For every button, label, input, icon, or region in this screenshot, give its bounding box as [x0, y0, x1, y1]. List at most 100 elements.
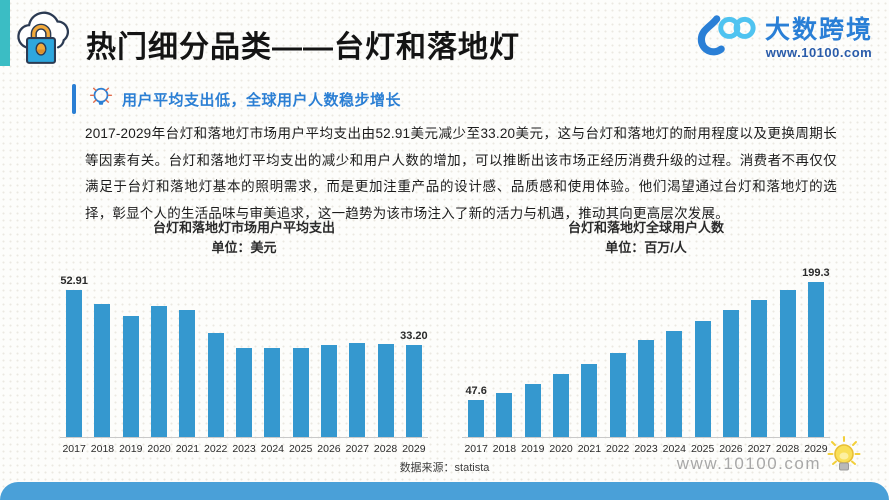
- chart-global-users: 台灯和落地灯全球用户人数 单位：百万/人 47.6 199.3 2017 2018 2…: [462, 218, 830, 455]
- x-axis-tick-label: 2026: [317, 443, 341, 455]
- chart-title: 台灯和落地灯全球用户人数: [567, 220, 724, 235]
- x-axis-labels: 2017 2018 2019 2020 2021 2022 2023 2024 2025 2026…: [462, 443, 830, 455]
- x-axis-tick-label: 2017: [62, 443, 86, 455]
- bar-column-2022: [604, 353, 632, 437]
- x-axis-tick-label: 2018: [492, 443, 517, 455]
- x-axis-tick-label: 2022: [204, 443, 228, 455]
- lightbulb-blue-icon: [88, 82, 114, 117]
- bar-column-2018: [88, 304, 116, 437]
- x-axis-tick-label: 2022: [606, 443, 630, 455]
- insight-headline-row: 用户平均支出低，全球用户人数稳步增长: [72, 84, 401, 114]
- bar: [666, 331, 683, 437]
- bar: [151, 305, 168, 437]
- bar-value-label: 33.20: [400, 329, 428, 342]
- bar: [751, 299, 768, 437]
- bar: [207, 333, 224, 437]
- x-axis-tick-label: 2023: [634, 443, 658, 455]
- x-axis-tick-label: 2020: [549, 443, 573, 455]
- x-axis-tick-label: 2024: [260, 443, 285, 455]
- bar: [581, 363, 598, 437]
- bar: [236, 347, 253, 437]
- bar-column-2018: [490, 392, 518, 437]
- bar-column-2021: [173, 310, 201, 437]
- bar: [609, 353, 626, 437]
- bar-column-2026: [315, 345, 343, 437]
- bar: [722, 309, 739, 437]
- bar-column-2027: [343, 343, 371, 437]
- page-title: 热门细分品类——台灯和落地灯: [86, 31, 520, 64]
- bar: [94, 304, 111, 437]
- bar-column-2023: [632, 340, 660, 437]
- bar: [779, 289, 796, 437]
- chart-average-spend: 台灯和落地灯市场用户平均支出 单位：美元 52.91 33.20 2017 2018…: [60, 218, 428, 455]
- chart-title: 台灯和落地灯市场用户平均支出: [152, 220, 335, 235]
- teal-edge-stripe: [0, 0, 10, 66]
- bar: [377, 343, 394, 437]
- bar-column-2023: [230, 347, 258, 437]
- bar-value-label: 47.6: [465, 385, 487, 397]
- bar-column-2026: [717, 309, 745, 437]
- bar-column-2029: 199.3: [802, 267, 830, 437]
- x-axis-tick-label: 2026: [719, 443, 743, 455]
- bar-plot: 47.6 199.3: [462, 266, 830, 438]
- bar: [638, 340, 655, 437]
- bar: [349, 343, 366, 437]
- charts-row: 台灯和落地灯市场用户平均支出 单位：美元 52.91 33.20 2017 2018…: [60, 218, 830, 455]
- x-axis-tick-label: 2027: [747, 443, 771, 455]
- bar: [405, 344, 422, 437]
- bar-column-2022: [202, 333, 230, 437]
- x-axis-tick-label: 2021: [577, 443, 602, 455]
- bar-column-2027: [745, 299, 773, 437]
- chart-unit-label: 单位：美元: [211, 239, 277, 255]
- bar-column-2028: [773, 289, 801, 437]
- bar-column-2017: 47.6: [462, 385, 490, 437]
- bar-column-2028: [371, 343, 399, 437]
- x-axis-tick-label: 2018: [90, 443, 115, 455]
- x-axis-tick-label: 2024: [662, 443, 687, 455]
- footer-url-link[interactable]: www.10100.com: [676, 454, 821, 473]
- bar-column-2025: [689, 320, 717, 437]
- x-axis-tick-label: 2021: [175, 443, 200, 455]
- bar-column-2017: 52.91: [60, 275, 88, 437]
- bar-plot: 52.91 33.20: [60, 266, 428, 438]
- bar-column-2021: [575, 363, 603, 437]
- x-axis-tick-label: 2028: [373, 443, 398, 455]
- x-axis-labels: 2017 2018 2019 2020 2021 2022 2023 2024 2025 2026…: [60, 443, 428, 455]
- accent-bar: [72, 84, 76, 114]
- bar-value-label: 52.91: [60, 275, 88, 287]
- x-axis-tick-label: 2029: [402, 443, 426, 455]
- bar-column-2019: [519, 383, 547, 437]
- chart-unit-label: 单位：百万/人: [605, 239, 687, 255]
- brand-logo-mark-icon: [687, 12, 759, 65]
- x-axis-tick-label: 2028: [775, 443, 800, 455]
- x-axis-tick-label: 2019: [119, 443, 143, 455]
- bar: [320, 345, 337, 437]
- bar: [524, 383, 541, 437]
- bar: [179, 310, 196, 437]
- bar: [468, 400, 485, 437]
- insight-headline: 用户平均支出低，全球用户人数稳步增长: [122, 91, 402, 109]
- x-axis-tick-label: 2017: [464, 443, 488, 455]
- bar-column-2020: [145, 305, 173, 437]
- brand-name: 大数跨境: [764, 16, 873, 45]
- bar: [553, 374, 570, 437]
- x-axis-tick-label: 2020: [147, 443, 171, 455]
- lightbulb-yellow-icon: [825, 434, 863, 483]
- bar-column-2025: [287, 347, 315, 437]
- bar: [694, 320, 711, 437]
- brand-block: 大数跨境 www.10100.com: [687, 12, 873, 65]
- bar-value-label: 199.3: [802, 267, 830, 279]
- bar: [264, 348, 281, 437]
- bar-column-2024: [660, 331, 688, 437]
- data-source-note: 数据来源：statista: [399, 462, 490, 474]
- x-axis-tick-label: 2019: [521, 443, 545, 455]
- brand-url-link[interactable]: www.10100.com: [765, 44, 873, 60]
- body-paragraph: 2017-2029年台灯和落地灯市场用户平均支出由52.91美元减少至33.20…: [85, 126, 837, 221]
- x-axis-tick-label: 2025: [288, 443, 313, 455]
- x-axis-tick-label: 2023: [232, 443, 256, 455]
- bar-column-2024: [258, 348, 286, 437]
- footer-bar: [0, 482, 889, 500]
- bar: [807, 282, 824, 437]
- x-axis-tick-label: 2029: [804, 443, 828, 455]
- bar: [66, 290, 83, 437]
